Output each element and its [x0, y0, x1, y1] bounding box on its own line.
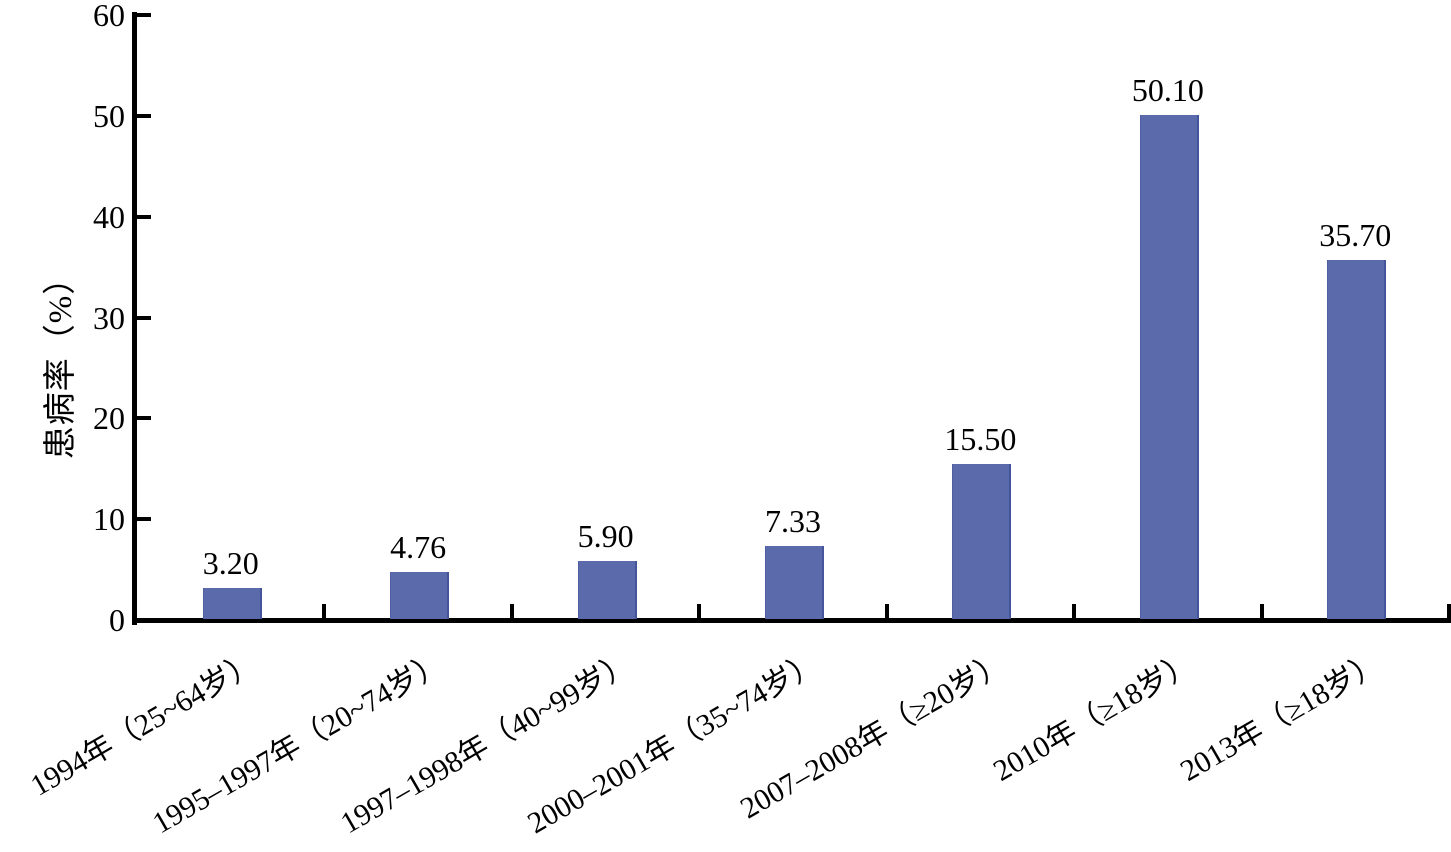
y-tick-label: 0: [109, 602, 125, 638]
bar-value-label: 50.10: [1131, 71, 1204, 108]
x-axis-tick: [1447, 604, 1451, 618]
y-axis-tick: [137, 214, 151, 219]
bar-value-label: 3.20: [202, 544, 259, 581]
bar: [952, 463, 1012, 619]
bar-value-label: 15.50: [944, 420, 1017, 457]
bar: [1327, 260, 1387, 619]
bar: [202, 587, 262, 619]
y-axis-line: [132, 12, 137, 625]
x-axis-tick: [1072, 604, 1077, 618]
y-tick-label: 20: [93, 400, 125, 437]
bar-value-label: 5.90: [577, 517, 634, 554]
x-axis-tick: [884, 604, 889, 618]
y-axis-tick: [137, 113, 151, 118]
x-axis-tick: [697, 604, 702, 618]
bar: [1139, 114, 1199, 619]
x-axis-tick: [1259, 604, 1264, 618]
y-tick-label: 40: [93, 198, 125, 235]
x-axis-line: [132, 618, 1451, 623]
y-axis-title: 患病率（%）: [43, 260, 79, 460]
bar-value-label: 4.76: [390, 529, 447, 565]
y-axis-tick: [137, 13, 151, 17]
y-tick-label: 60: [93, 0, 125, 33]
y-tick-label: 10: [93, 501, 125, 538]
y-axis-tick: [137, 416, 151, 421]
x-axis-tick: [322, 604, 327, 618]
bar: [765, 546, 824, 619]
x-axis-tick: [509, 604, 514, 618]
y-axis-tick: [137, 517, 151, 522]
y-tick-label: 50: [93, 97, 125, 134]
bar: [390, 572, 450, 619]
bar-value-label: 7.33: [765, 503, 821, 540]
y-axis-tick: [137, 315, 151, 320]
bar-value-label: 35.70: [1319, 217, 1392, 254]
bar: [577, 560, 637, 619]
y-tick-label: 30: [93, 299, 125, 336]
